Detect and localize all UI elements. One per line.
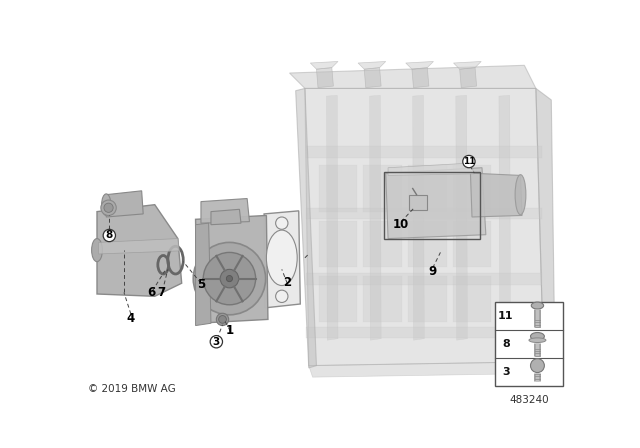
- Polygon shape: [460, 68, 477, 88]
- Polygon shape: [536, 88, 555, 373]
- Bar: [495, 302, 563, 386]
- Polygon shape: [326, 95, 338, 340]
- Polygon shape: [406, 61, 433, 69]
- Ellipse shape: [266, 230, 297, 285]
- Bar: [307, 146, 542, 159]
- Polygon shape: [452, 276, 492, 323]
- Polygon shape: [452, 165, 492, 211]
- Circle shape: [531, 359, 545, 373]
- Circle shape: [193, 242, 266, 315]
- Ellipse shape: [531, 332, 545, 340]
- Circle shape: [219, 315, 227, 323]
- Text: © 2019 BMW AG: © 2019 BMW AG: [88, 383, 175, 394]
- Polygon shape: [201, 198, 250, 223]
- Polygon shape: [264, 211, 300, 308]
- Polygon shape: [408, 221, 447, 267]
- Circle shape: [220, 269, 239, 288]
- Circle shape: [210, 336, 223, 348]
- Text: 1: 1: [226, 324, 234, 337]
- Polygon shape: [364, 68, 381, 88]
- Ellipse shape: [529, 338, 546, 343]
- Ellipse shape: [531, 302, 543, 309]
- Circle shape: [216, 313, 228, 326]
- Polygon shape: [388, 163, 474, 176]
- Text: 11: 11: [463, 157, 475, 166]
- Polygon shape: [196, 215, 268, 323]
- Text: 9: 9: [429, 265, 437, 278]
- Text: 483240: 483240: [509, 395, 548, 405]
- Circle shape: [227, 276, 232, 282]
- Polygon shape: [364, 165, 402, 211]
- Text: 7: 7: [157, 286, 166, 299]
- Text: 2: 2: [283, 276, 291, 289]
- Polygon shape: [310, 61, 338, 69]
- Polygon shape: [196, 223, 211, 326]
- Polygon shape: [413, 95, 424, 340]
- Polygon shape: [412, 68, 429, 88]
- Polygon shape: [454, 61, 481, 69]
- Ellipse shape: [92, 238, 102, 262]
- Circle shape: [276, 290, 288, 302]
- Bar: [307, 327, 542, 338]
- Text: 5: 5: [197, 278, 205, 291]
- Polygon shape: [499, 95, 511, 340]
- Polygon shape: [364, 276, 402, 323]
- Text: 10: 10: [392, 218, 408, 231]
- Polygon shape: [296, 88, 316, 368]
- Polygon shape: [106, 191, 143, 217]
- Ellipse shape: [102, 194, 111, 215]
- Polygon shape: [316, 68, 333, 88]
- Polygon shape: [211, 209, 241, 225]
- Text: 3: 3: [502, 367, 509, 377]
- Bar: [409, 195, 428, 210]
- Circle shape: [103, 229, 115, 241]
- Circle shape: [276, 217, 288, 229]
- Circle shape: [104, 203, 113, 212]
- Polygon shape: [358, 61, 386, 69]
- Polygon shape: [319, 221, 357, 267]
- Polygon shape: [97, 205, 182, 296]
- Polygon shape: [308, 362, 551, 377]
- Text: 11: 11: [498, 311, 514, 321]
- Ellipse shape: [515, 175, 526, 215]
- Text: 6: 6: [148, 286, 156, 299]
- Circle shape: [463, 155, 475, 168]
- Text: 8: 8: [106, 230, 113, 241]
- Polygon shape: [408, 165, 447, 211]
- Circle shape: [101, 200, 116, 215]
- Polygon shape: [369, 95, 381, 340]
- Polygon shape: [364, 221, 402, 267]
- Polygon shape: [470, 173, 522, 217]
- Text: 3: 3: [212, 337, 220, 347]
- Polygon shape: [452, 221, 492, 267]
- Polygon shape: [289, 65, 536, 88]
- Bar: [307, 208, 542, 219]
- Bar: [307, 273, 542, 285]
- Bar: [384, 172, 481, 239]
- Polygon shape: [319, 276, 357, 323]
- Polygon shape: [305, 88, 543, 366]
- Text: 8: 8: [502, 339, 509, 349]
- Polygon shape: [456, 95, 467, 340]
- Polygon shape: [408, 276, 447, 323]
- Polygon shape: [319, 165, 357, 211]
- Polygon shape: [99, 238, 179, 254]
- Text: 4: 4: [127, 312, 135, 325]
- Polygon shape: [386, 168, 486, 238]
- Circle shape: [204, 252, 255, 305]
